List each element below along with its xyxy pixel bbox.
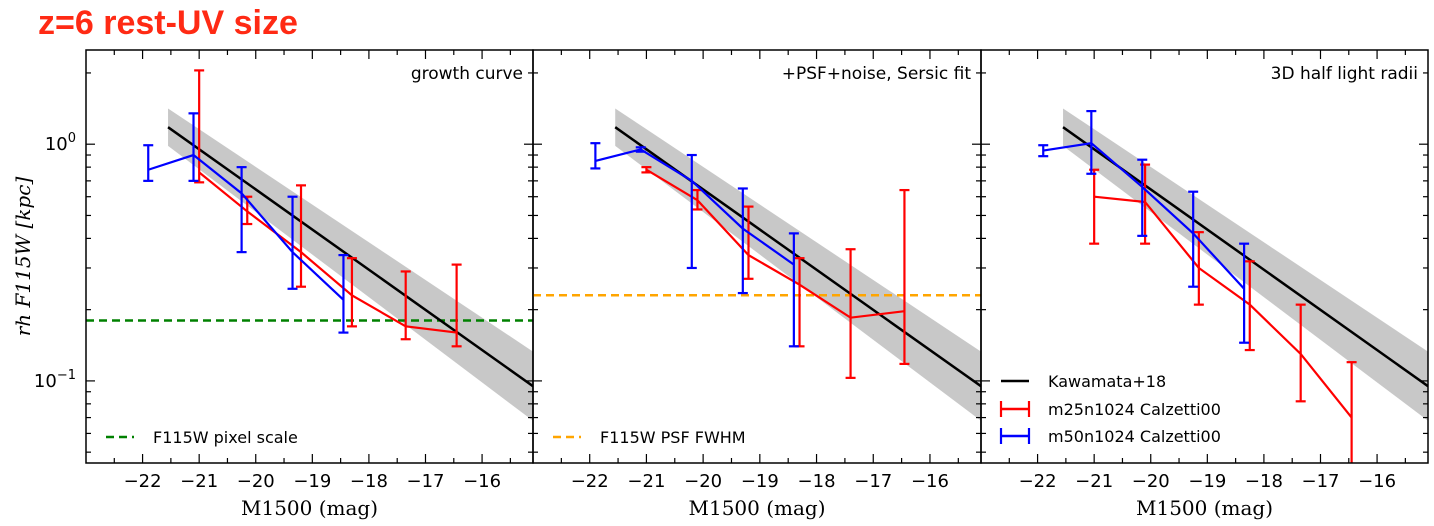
x-tick-label: −19	[293, 471, 331, 492]
error-bar	[1193, 231, 1204, 306]
error-bar	[737, 187, 748, 295]
error-bar	[686, 153, 697, 270]
error-bar	[788, 232, 799, 348]
error-bar	[1038, 144, 1049, 158]
x-tick-label: −22	[571, 471, 609, 492]
kawamata-band	[168, 108, 533, 421]
x-axis-label: M1500 (mag)	[1136, 496, 1273, 520]
error-bar	[1244, 260, 1255, 352]
y-tick-base: 10	[45, 134, 68, 155]
series-red	[641, 166, 910, 379]
error-bar	[1295, 303, 1306, 403]
reference-legend: F115W pixel scale	[106, 428, 298, 447]
series-blue	[1038, 109, 1250, 344]
panel-annotation: +PSF+noise, Sersic fit	[782, 64, 972, 84]
y-tick-exponent: 0	[68, 131, 76, 146]
y-axis-label: rh F115W [kpc]	[11, 177, 35, 337]
legend: Kawamata+18 m25n1024 Calzetti00 m50n1024 C…	[999, 372, 1221, 446]
x-axis-label: M1500 (mag)	[688, 496, 825, 520]
x-tick-label: −20	[237, 471, 275, 492]
panel-annotation: 3D half light radii	[1271, 64, 1418, 84]
x-tick-label: −22	[1019, 471, 1057, 492]
error-bar	[400, 270, 411, 341]
x-tick-label: −17	[854, 471, 892, 492]
x-tick-label: −18	[798, 471, 836, 492]
series-line	[198, 171, 457, 334]
error-bar	[1346, 361, 1357, 463]
y-tick-label: 100	[45, 131, 76, 155]
error-bar	[590, 142, 601, 170]
plot-area	[86, 69, 533, 421]
kawamata-band	[615, 108, 981, 421]
error-bar	[635, 146, 646, 153]
x-tick-label: −22	[124, 471, 162, 492]
x-tick-label: −18	[350, 471, 388, 492]
error-bar	[1086, 109, 1097, 175]
series-line	[1094, 195, 1353, 419]
series-line	[645, 168, 905, 319]
chart-panel-2: −22 −21 −20 −19 −18 −17 −16 M1500 (mag) +PSF+noi…	[532, 49, 982, 520]
x-tick-label: −16	[911, 471, 949, 492]
series-blue	[590, 142, 799, 348]
legend-label: m50n1024 Calzetti00	[1048, 427, 1221, 446]
x-tick-label: −18	[1245, 471, 1283, 492]
plot-frame	[532, 49, 982, 464]
legend-label: Kawamata+18	[1048, 372, 1166, 391]
series-blue	[143, 112, 349, 334]
x-tick-label: −19	[741, 471, 779, 492]
kawamata-band	[1063, 108, 1428, 421]
error-bar	[899, 188, 910, 365]
reference-legend: F115W PSF FWHM	[553, 428, 746, 447]
x-tick-label: −16	[463, 471, 501, 492]
legend-label: F115W PSF FWHM	[600, 428, 746, 447]
error-bar	[236, 166, 247, 254]
y-tick-label: 10−1	[34, 368, 76, 392]
error-bar	[743, 205, 754, 280]
chart-panel-3: −22 −21 −20 −19 −18 −17 −16 M1500 (mag) 3D half …	[980, 49, 1429, 520]
error-bar	[1239, 242, 1250, 344]
x-tick-label: −19	[1188, 471, 1226, 492]
figure-title: z=6 rest-UV size	[38, 4, 298, 42]
error-bar	[1137, 158, 1148, 237]
y-tick-exponent: −1	[57, 368, 76, 383]
x-tick-label: −21	[627, 471, 665, 492]
x-axis-label: M1500 (mag)	[241, 496, 378, 520]
error-bar	[188, 112, 199, 182]
x-tick-label: −21	[1075, 471, 1113, 492]
plot-area	[533, 108, 981, 421]
error-bar	[845, 248, 856, 379]
y-tick-base: 10	[34, 371, 57, 392]
error-bar	[1089, 168, 1100, 245]
error-bar	[338, 254, 349, 334]
legend-label: m25n1024 Calzetti00	[1048, 400, 1221, 419]
x-tick-label: −20	[1132, 471, 1170, 492]
x-tick-label: −20	[684, 471, 722, 492]
plot-area	[1038, 108, 1428, 463]
error-bar	[641, 166, 652, 174]
x-tick-label: −21	[180, 471, 218, 492]
x-tick-label: −17	[406, 471, 444, 492]
x-tick-label: −17	[1301, 471, 1339, 492]
plot-frame	[980, 49, 1429, 464]
kawamata-line	[167, 126, 533, 388]
error-bar	[346, 257, 357, 328]
error-bar	[296, 184, 307, 288]
error-bar	[143, 144, 154, 182]
x-tick-label: −16	[1358, 471, 1396, 492]
series-red	[1089, 163, 1357, 463]
panel-annotation: growth curve	[411, 64, 523, 84]
plot-frame	[85, 49, 534, 464]
error-bar	[194, 69, 205, 184]
legend-label: F115W pixel scale	[153, 428, 298, 447]
error-bar	[1188, 190, 1199, 288]
error-bar	[287, 195, 298, 290]
error-bar	[451, 263, 462, 348]
